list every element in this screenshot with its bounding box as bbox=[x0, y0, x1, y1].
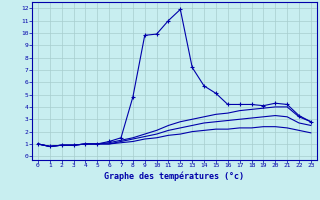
X-axis label: Graphe des températures (°c): Graphe des températures (°c) bbox=[104, 171, 244, 181]
